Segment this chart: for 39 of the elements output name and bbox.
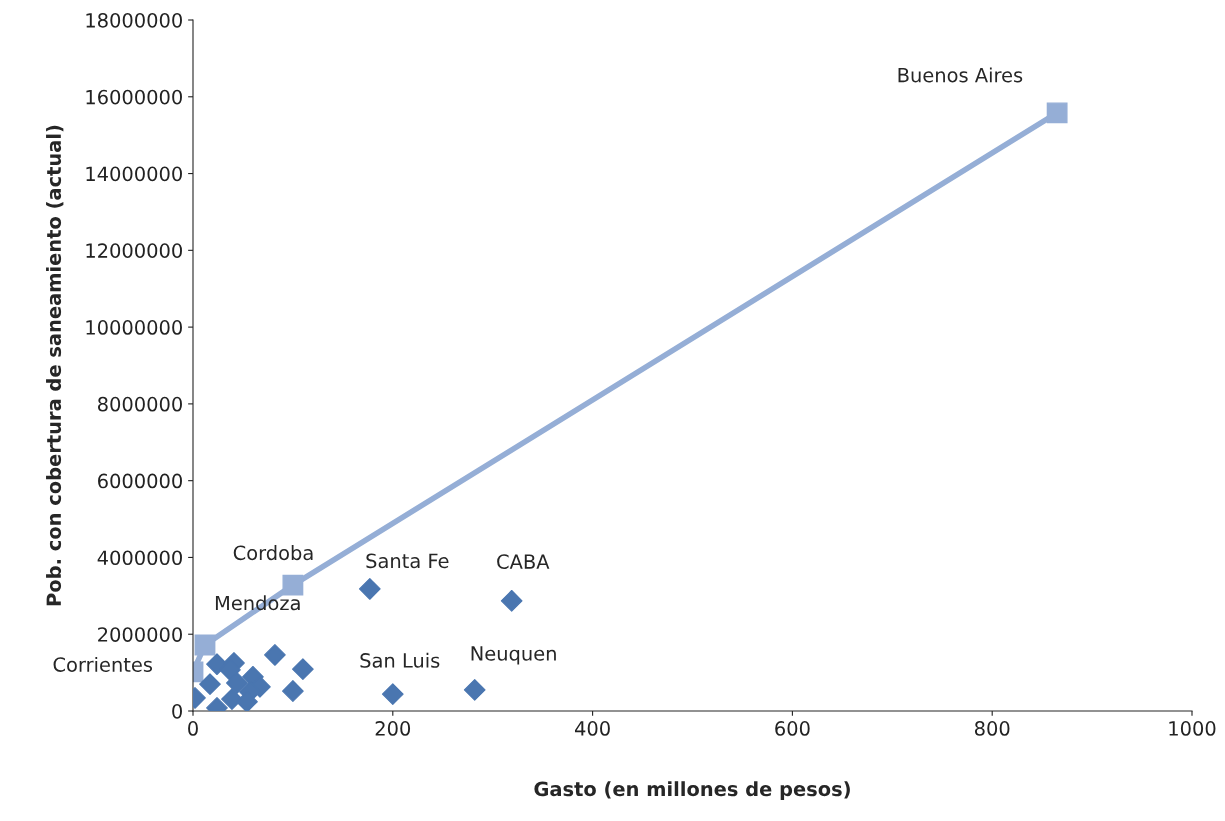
x-tick-label: 1000 bbox=[1169, 721, 1216, 736]
x-axis-title: Gasto (en millones de pesos) bbox=[534, 781, 850, 801]
y-tick-label: 12000000 bbox=[86, 243, 182, 258]
point bbox=[292, 658, 314, 681]
x-tick-label: 400 bbox=[574, 721, 610, 736]
point bbox=[221, 688, 243, 710]
y-axis-title: Pob. con cobertura de saneamiento (actual) bbox=[46, 125, 64, 606]
y-tick-label: 6000000 bbox=[98, 473, 182, 489]
point bbox=[282, 574, 304, 596]
point bbox=[199, 673, 221, 696]
point bbox=[500, 589, 523, 612]
annotation: Cordoba bbox=[233, 545, 313, 561]
y-tick-label: 4000000 bbox=[97, 550, 182, 566]
annotation: Neuquen bbox=[471, 646, 556, 665]
annotation: Buenos Aires bbox=[898, 67, 1023, 83]
y-tick-label: 8000000 bbox=[98, 396, 182, 412]
point bbox=[282, 680, 304, 702]
y-tick-label: 16000000 bbox=[86, 89, 182, 105]
y-tick-label: 18000000 bbox=[86, 12, 182, 28]
x-tick-label: 0 bbox=[188, 721, 198, 736]
y-tick-label: 2000000 bbox=[98, 627, 182, 642]
point bbox=[463, 679, 486, 701]
y-tick-label: 0 bbox=[172, 703, 182, 719]
point bbox=[194, 634, 216, 656]
point bbox=[358, 578, 381, 600]
x-tick-label: 800 bbox=[974, 721, 1010, 736]
annotation: Mendoza bbox=[215, 595, 300, 611]
annotation: Corrientes bbox=[53, 656, 153, 672]
point bbox=[226, 672, 248, 694]
annotation: CABA bbox=[497, 554, 550, 569]
annotation: San Luis bbox=[360, 652, 440, 668]
annotation: Santa Fe bbox=[366, 553, 449, 569]
y-tick-label: 10000000 bbox=[86, 320, 182, 335]
y-tick-label: 14000000 bbox=[86, 166, 182, 182]
point bbox=[381, 683, 404, 705]
point bbox=[1046, 102, 1068, 124]
point bbox=[264, 644, 286, 666]
x-tick-label: 600 bbox=[775, 721, 810, 736]
x-tick-label: 200 bbox=[375, 721, 411, 736]
